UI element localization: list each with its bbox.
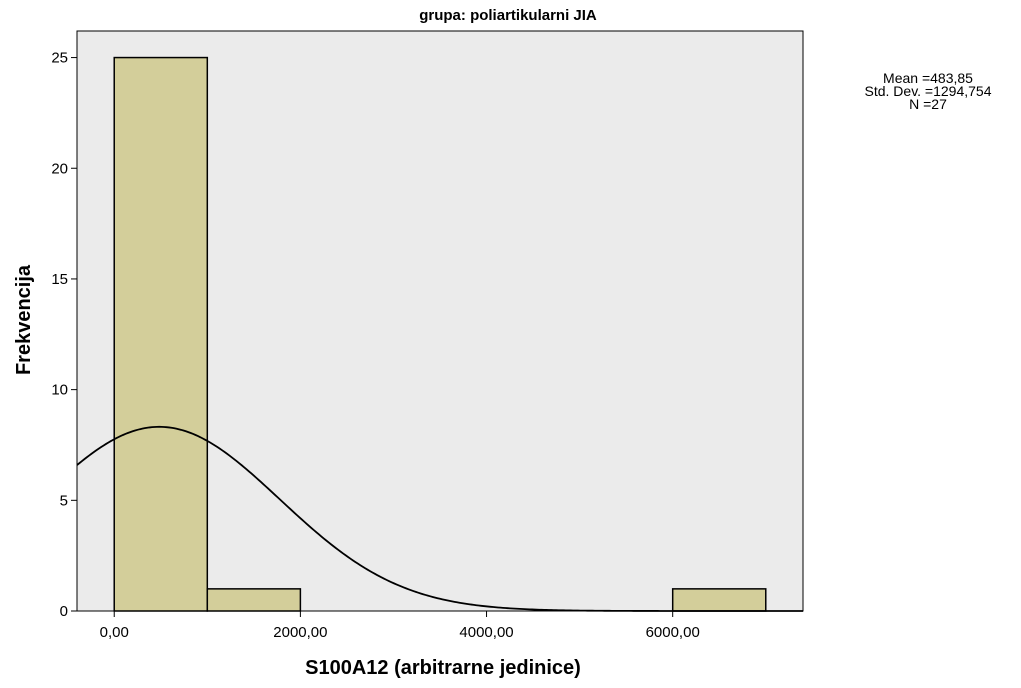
histogram-bar-1 [206,588,302,612]
y-tick-label: 10 [51,382,68,399]
y-tick-label: 25 [51,50,68,67]
mean-text: Mean =483,85 [883,70,973,86]
y-tick-label: 20 [51,160,68,177]
y-tick-label: 5 [60,492,68,509]
normal-curve [76,425,803,612]
n-text: N =27 [909,96,947,112]
std-dev-text: Std. Dev. =1294,754 [864,83,992,99]
x-tick-label: 0,00 [100,624,129,641]
y-tick-label: 15 [51,271,68,288]
y-axis: 0 5 10 15 20 25 [51,50,77,620]
histogram-bar-2 [671,588,767,612]
chart-title: grupa: poliartikularni JIA [419,7,597,24]
x-tick-label: 2000,00 [273,624,327,641]
histogram-bar-0 [113,56,209,612]
y-axis-title: Frekvencija [13,264,35,375]
stats-box: Mean =483,85 Std. Dev. =1294,754 N =27 [838,70,1018,112]
x-tick-label: 6000,00 [646,624,700,641]
x-tick-label: 4000,00 [459,624,513,641]
x-axis: 0,00 2000,00 4000,00 6000,00 [100,611,700,641]
y-tick-label: 0 [60,603,68,620]
x-axis-title: S100A12 (arbitrarne jedinice) [305,657,581,679]
histogram-bars [113,56,767,612]
